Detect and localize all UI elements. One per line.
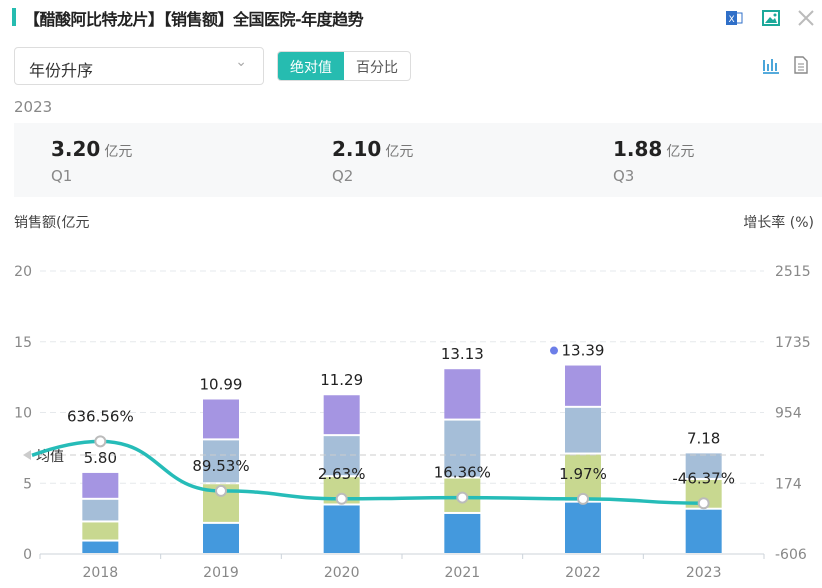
bar-segment-q3 (444, 420, 481, 477)
value-mode-toggle[interactable]: 绝对值 百分比 (277, 51, 411, 81)
excel-export-icon[interactable]: X (724, 8, 744, 28)
growth-label: 2.63% (318, 465, 366, 483)
absolute-value-button[interactable]: 绝对值 (278, 52, 344, 80)
growth-label: 636.56% (67, 407, 134, 425)
growth-point (697, 497, 710, 510)
y2-tick-label: -606 (775, 547, 807, 563)
y2-axis-title: 增长率 (%) (743, 215, 814, 231)
title-accent (12, 8, 16, 26)
close-icon[interactable] (796, 8, 816, 28)
growth-point (335, 492, 348, 505)
sort-value: 年份升序 (29, 61, 94, 80)
stat-q3: 1.88 亿元 Q3 (613, 137, 694, 185)
y-tick-label: 5 (23, 476, 32, 492)
y-tick-label: 15 (14, 335, 32, 351)
stat-unit: 亿元 (666, 144, 695, 160)
bar-total-label: 10.99 (200, 375, 243, 393)
chevron-down-icon: ⌄ (235, 54, 247, 70)
bar-segment-q1 (444, 513, 481, 553)
sort-select[interactable]: 年份升序 ⌄ (14, 47, 264, 85)
stat-label: Q1 (51, 167, 73, 185)
bar-segment-q3 (323, 436, 360, 476)
stat-value: 1.88 (613, 137, 663, 161)
percent-button[interactable]: 百分比 (356, 60, 398, 76)
bar-segment-q4 (323, 395, 360, 435)
stat-unit: 亿元 (104, 144, 133, 160)
y2-tick-label: 174 (775, 476, 802, 492)
growth-label: 1.97% (559, 465, 607, 483)
y2-tick-label: 1735 (775, 335, 811, 351)
bar-segment-q1 (565, 502, 601, 553)
bar-segment-q1 (203, 523, 239, 553)
bar-chart-icon[interactable] (762, 56, 780, 74)
stat-value: 3.20 (51, 137, 101, 161)
bar-segment-q3 (82, 499, 119, 521)
image-export-icon[interactable] (761, 8, 781, 28)
document-icon[interactable] (793, 56, 809, 74)
average-marker-icon (23, 449, 31, 460)
x-tick-label: 2021 (445, 565, 481, 581)
bar-segment-q4 (203, 399, 239, 439)
growth-point (215, 484, 227, 497)
stat-unit: 亿元 (385, 144, 414, 160)
stat-label: Q3 (613, 167, 635, 185)
bar-segment-q4 (565, 365, 601, 406)
x-tick-label: 2023 (686, 565, 722, 581)
stat-q2: 2.10 亿元 Q2 (332, 137, 413, 185)
growth-point (577, 492, 589, 505)
bar-total-label: 5.80 (84, 449, 117, 467)
x-tick-label: 2022 (565, 565, 601, 581)
page-title: 【醋酸阿比特龙片】【销售额】全国医院-年度趋势 (24, 10, 364, 29)
svg-text:X: X (729, 15, 735, 25)
y-tick-label: 20 (14, 264, 32, 280)
growth-point (456, 491, 469, 504)
bar-total-label: 13.39 (562, 342, 605, 360)
growth-label: -46.37% (672, 469, 735, 487)
highlight-dot (550, 346, 558, 355)
bar-segment-q4 (82, 472, 119, 498)
stat-label: Q2 (332, 167, 354, 185)
bar-segment-q3 (685, 453, 722, 479)
y-axis-title: 销售额(亿元 (14, 215, 90, 231)
y2-tick-label: 2515 (775, 264, 811, 280)
bar-total-label: 11.29 (320, 371, 363, 389)
bar-segment-q1 (82, 541, 119, 553)
y2-tick-label: 954 (775, 406, 802, 422)
growth-label: 89.53% (192, 457, 249, 475)
stat-q1: 3.20 亿元 Q1 (51, 137, 132, 185)
bar-segment-q1 (685, 509, 722, 553)
bar-total-label: 13.13 (441, 345, 484, 363)
y-tick-label: 10 (14, 406, 32, 422)
y-tick-label: 0 (23, 547, 32, 563)
summary-year: 2023 (14, 98, 53, 116)
bar-segment-q3 (565, 407, 601, 453)
growth-label: 16.36% (434, 464, 491, 482)
bar-segment-q4 (444, 369, 481, 419)
x-tick-label: 2020 (324, 565, 360, 581)
x-tick-label: 2019 (203, 565, 239, 581)
bar-total-label: 7.18 (687, 429, 720, 447)
growth-point (94, 435, 107, 448)
quarter-summary: 3.20 亿元 Q1 2.10 亿元 Q2 1.88 亿元 Q3 (14, 123, 822, 197)
stat-value: 2.10 (332, 137, 382, 161)
x-tick-label: 2018 (83, 565, 119, 581)
bar-segment-q2 (82, 522, 119, 540)
bar-segment-q3 (203, 440, 239, 483)
bar-segment-q1 (323, 505, 360, 553)
